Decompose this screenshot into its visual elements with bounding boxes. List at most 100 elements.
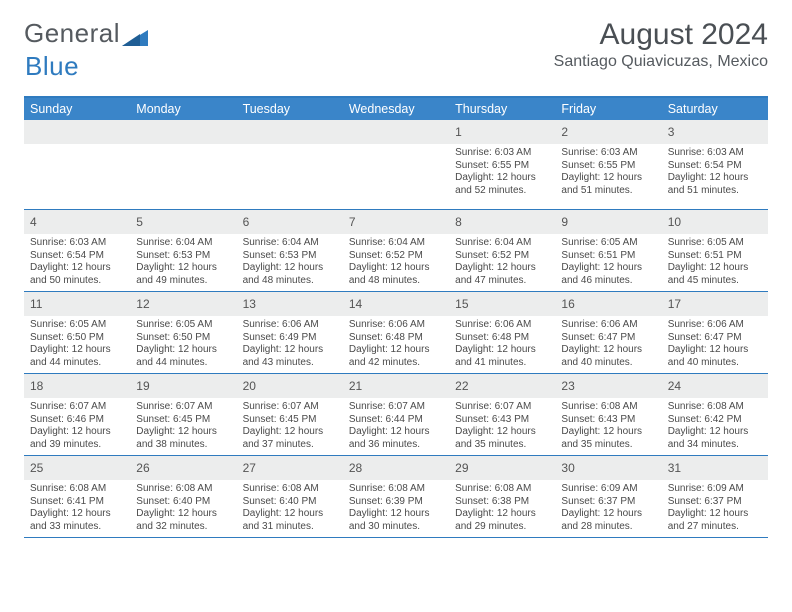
day-details: Sunrise: 6:08 AMSunset: 6:38 PMDaylight:… <box>449 480 555 537</box>
day-number: 25 <box>30 461 43 475</box>
day-details: Sunrise: 6:06 AMSunset: 6:47 PMDaylight:… <box>662 316 768 373</box>
day-details: Sunrise: 6:03 AMSunset: 6:54 PMDaylight:… <box>24 234 130 291</box>
day-number-band: 13 <box>237 292 343 316</box>
sunrise-line: Sunrise: 6:08 AM <box>349 483 443 496</box>
weekday-header: Saturday <box>662 98 768 120</box>
day-details: Sunrise: 6:04 AMSunset: 6:52 PMDaylight:… <box>343 234 449 291</box>
day-number: 8 <box>455 215 462 229</box>
weeks-container: 1Sunrise: 6:03 AMSunset: 6:55 PMDaylight… <box>24 120 768 538</box>
sunrise-line: Sunrise: 6:07 AM <box>136 401 230 414</box>
day-number-band: 11 <box>24 292 130 316</box>
location-label: Santiago Quiavicuzas, Mexico <box>554 53 768 71</box>
day-number: 3 <box>668 125 675 139</box>
day-details: Sunrise: 6:07 AMSunset: 6:46 PMDaylight:… <box>24 398 130 455</box>
day-number: 29 <box>455 461 468 475</box>
day-number-band: 3 <box>662 120 768 144</box>
weekday-header: Monday <box>130 98 236 120</box>
day-number-band: 17 <box>662 292 768 316</box>
day-number-band: 22 <box>449 374 555 398</box>
day-number: 7 <box>349 215 356 229</box>
day-details: Sunrise: 6:06 AMSunset: 6:49 PMDaylight:… <box>237 316 343 373</box>
day-number: 5 <box>136 215 143 229</box>
daylight-line: Daylight: 12 hours and 41 minutes. <box>455 344 549 369</box>
day-number-band: 26 <box>130 456 236 480</box>
day-details: Sunrise: 6:08 AMSunset: 6:43 PMDaylight:… <box>555 398 661 455</box>
sunrise-line: Sunrise: 6:08 AM <box>30 483 124 496</box>
month-title: August 2024 <box>554 18 768 51</box>
sunrise-line: Sunrise: 6:07 AM <box>30 401 124 414</box>
day-number-band: 27 <box>237 456 343 480</box>
day-number: 15 <box>455 297 468 311</box>
day-cell: 15Sunrise: 6:06 AMSunset: 6:48 PMDayligh… <box>449 292 555 373</box>
day-cell: 1Sunrise: 6:03 AMSunset: 6:55 PMDaylight… <box>449 120 555 209</box>
sunset-line: Sunset: 6:52 PM <box>349 250 443 263</box>
day-number: 20 <box>243 379 256 393</box>
sunset-line: Sunset: 6:43 PM <box>561 414 655 427</box>
brand-word-1: General <box>24 18 120 49</box>
day-number-band: 24 <box>662 374 768 398</box>
day-details: Sunrise: 6:07 AMSunset: 6:43 PMDaylight:… <box>449 398 555 455</box>
daylight-line: Daylight: 12 hours and 34 minutes. <box>668 426 762 451</box>
day-number-band: 4 <box>24 210 130 234</box>
day-details: Sunrise: 6:05 AMSunset: 6:50 PMDaylight:… <box>130 316 236 373</box>
sunset-line: Sunset: 6:42 PM <box>668 414 762 427</box>
sunset-line: Sunset: 6:54 PM <box>30 250 124 263</box>
sunrise-line: Sunrise: 6:09 AM <box>668 483 762 496</box>
day-details <box>343 144 449 209</box>
day-details: Sunrise: 6:07 AMSunset: 6:44 PMDaylight:… <box>343 398 449 455</box>
sunrise-line: Sunrise: 6:05 AM <box>136 319 230 332</box>
day-number-band: 23 <box>555 374 661 398</box>
day-number: 12 <box>136 297 149 311</box>
day-number: 4 <box>30 215 37 229</box>
day-details: Sunrise: 6:04 AMSunset: 6:53 PMDaylight:… <box>237 234 343 291</box>
day-number-band: 18 <box>24 374 130 398</box>
weekday-header: Friday <box>555 98 661 120</box>
day-number-band <box>343 120 449 144</box>
day-details: Sunrise: 6:06 AMSunset: 6:47 PMDaylight:… <box>555 316 661 373</box>
day-number: 27 <box>243 461 256 475</box>
sunrise-line: Sunrise: 6:09 AM <box>561 483 655 496</box>
daylight-line: Daylight: 12 hours and 29 minutes. <box>455 508 549 533</box>
day-details: Sunrise: 6:06 AMSunset: 6:48 PMDaylight:… <box>343 316 449 373</box>
weekday-header: Wednesday <box>343 98 449 120</box>
weekday-header: Tuesday <box>237 98 343 120</box>
daylight-line: Daylight: 12 hours and 27 minutes. <box>668 508 762 533</box>
day-number-band: 7 <box>343 210 449 234</box>
sunrise-line: Sunrise: 6:06 AM <box>561 319 655 332</box>
day-number-band: 16 <box>555 292 661 316</box>
sunrise-line: Sunrise: 6:07 AM <box>349 401 443 414</box>
sunrise-line: Sunrise: 6:04 AM <box>243 237 337 250</box>
day-cell: 13 Sunrise: 6:06 AMSunset: 6:49 PMDayligh… <box>237 292 343 373</box>
sunset-line: Sunset: 6:54 PM <box>668 160 762 173</box>
sunrise-line: Sunrise: 6:04 AM <box>349 237 443 250</box>
sunrise-line: Sunrise: 6:06 AM <box>349 319 443 332</box>
sunset-line: Sunset: 6:48 PM <box>349 332 443 345</box>
weekday-header: Thursday <box>449 98 555 120</box>
day-number: 17 <box>668 297 681 311</box>
day-cell: 21Sunrise: 6:07 AMSunset: 6:44 PMDayligh… <box>343 374 449 455</box>
day-number: 13 <box>243 297 256 311</box>
week-row: 25Sunrise: 6:08 AMSunset: 6:41 PMDayligh… <box>24 456 768 538</box>
sunrise-line: Sunrise: 6:06 AM <box>668 319 762 332</box>
sunrise-line: Sunrise: 6:07 AM <box>455 401 549 414</box>
sunset-line: Sunset: 6:52 PM <box>455 250 549 263</box>
day-number-band: 8 <box>449 210 555 234</box>
sunset-line: Sunset: 6:45 PM <box>136 414 230 427</box>
daylight-line: Daylight: 12 hours and 32 minutes. <box>136 508 230 533</box>
day-number: 2 <box>561 125 568 139</box>
daylight-line: Daylight: 12 hours and 40 minutes. <box>668 344 762 369</box>
day-number-band: 6 <box>237 210 343 234</box>
day-details: Sunrise: 6:03 AMSunset: 6:55 PMDaylight:… <box>555 144 661 201</box>
sunset-line: Sunset: 6:53 PM <box>136 250 230 263</box>
weekday-header: Sunday <box>24 98 130 120</box>
day-number: 23 <box>561 379 574 393</box>
day-cell: 10Sunrise: 6:05 AMSunset: 6:51 PMDayligh… <box>662 210 768 291</box>
day-number-band: 12 <box>130 292 236 316</box>
daylight-line: Daylight: 12 hours and 47 minutes. <box>455 262 549 287</box>
day-number: 24 <box>668 379 681 393</box>
sunrise-line: Sunrise: 6:04 AM <box>455 237 549 250</box>
sunset-line: Sunset: 6:43 PM <box>455 414 549 427</box>
sunrise-line: Sunrise: 6:08 AM <box>455 483 549 496</box>
day-number-band: 10 <box>662 210 768 234</box>
daylight-line: Daylight: 12 hours and 35 minutes. <box>561 426 655 451</box>
